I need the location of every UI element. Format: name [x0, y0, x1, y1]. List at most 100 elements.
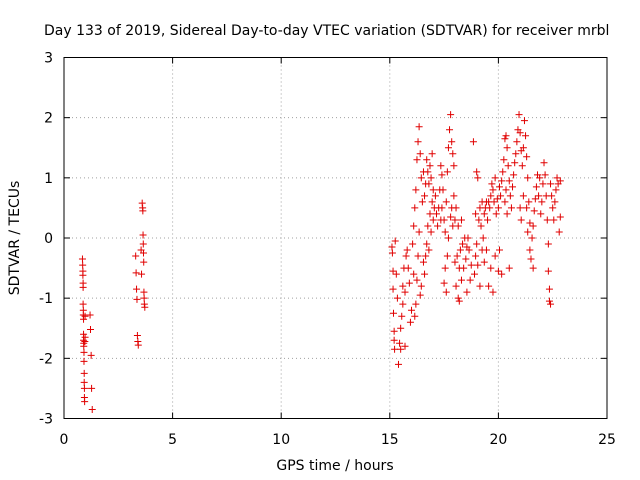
data-point — [524, 228, 532, 236]
x-tick-label: 5 — [168, 432, 177, 448]
data-point — [497, 192, 505, 200]
data-point — [552, 186, 560, 194]
data-point — [491, 252, 499, 260]
data-point — [79, 300, 87, 308]
data-point — [506, 192, 514, 200]
data-point — [428, 198, 436, 206]
data-point — [489, 186, 497, 194]
x-tick-labels: 0 5 10 15 20 25 — [60, 432, 616, 448]
x-axis-label: GPS time / hours — [276, 458, 393, 474]
data-point — [444, 144, 452, 152]
data-point — [479, 234, 487, 242]
chart-title: Day 133 of 2019, Sidereal Day-to-day VTE… — [44, 23, 609, 39]
data-point — [139, 231, 147, 239]
y-tick-label: 3 — [44, 51, 53, 67]
data-point — [399, 300, 407, 308]
data-point — [443, 252, 451, 260]
data-point — [429, 216, 437, 224]
data-point — [473, 168, 481, 176]
data-point — [416, 291, 424, 299]
data-point — [81, 398, 89, 406]
data-point — [504, 162, 512, 170]
plot-frame — [63, 57, 608, 419]
data-point — [80, 357, 88, 365]
data-point — [390, 327, 398, 335]
data-point — [473, 240, 481, 248]
data-point — [134, 341, 142, 349]
data-point — [545, 285, 553, 293]
data-point — [511, 159, 519, 167]
data-point — [418, 198, 426, 206]
y-axis-label: SDTVAR / TECUs — [7, 181, 23, 296]
data-point — [471, 270, 479, 278]
data-point — [429, 186, 437, 194]
data-point — [487, 264, 495, 272]
data-point — [81, 333, 89, 341]
data-point — [527, 255, 535, 263]
data-point — [493, 195, 501, 203]
data-point — [393, 294, 401, 302]
data-point — [528, 234, 536, 242]
data-point — [540, 159, 548, 167]
data-point — [531, 195, 539, 203]
data-point — [516, 204, 524, 212]
data-point — [454, 222, 462, 230]
data-point — [411, 204, 419, 212]
data-point — [448, 138, 456, 146]
data-point — [545, 297, 553, 305]
data-point — [553, 174, 561, 182]
data-point — [80, 330, 88, 338]
data-point — [530, 207, 538, 215]
data-point — [450, 162, 458, 170]
data-point — [389, 285, 397, 293]
data-point — [431, 192, 439, 200]
y-tick-label: 2 — [44, 111, 53, 127]
data-point — [486, 204, 494, 212]
y-tick-label: 0 — [44, 231, 53, 247]
data-point — [494, 204, 502, 212]
data-point — [462, 255, 470, 263]
data-point — [439, 186, 447, 194]
data-point — [499, 168, 507, 176]
data-point — [404, 264, 412, 272]
data-point — [490, 198, 498, 206]
data-point — [399, 282, 407, 290]
data-point — [397, 345, 405, 353]
data-point — [491, 174, 499, 182]
data-point — [426, 210, 434, 218]
data-point — [398, 312, 406, 320]
data-point — [459, 240, 467, 248]
data-point — [451, 216, 459, 224]
data-point — [423, 240, 431, 248]
data-point — [535, 192, 543, 200]
data-point — [396, 339, 404, 347]
data-point — [88, 405, 96, 413]
data-point — [456, 246, 464, 254]
data-point — [444, 234, 452, 242]
data-point — [485, 282, 493, 290]
data-point — [437, 162, 445, 170]
axis-ticks — [63, 57, 608, 419]
data-point — [453, 252, 461, 260]
data-point — [474, 261, 482, 269]
data-point — [415, 228, 423, 236]
data-point — [544, 267, 552, 275]
data-point — [428, 150, 436, 158]
data-point — [512, 150, 520, 158]
data-point — [526, 219, 534, 227]
data-point — [522, 132, 530, 140]
data-point — [140, 258, 148, 266]
data-point — [409, 240, 417, 248]
data-point — [469, 138, 477, 146]
data-point — [427, 174, 435, 182]
data-point — [447, 213, 455, 221]
data-point — [457, 276, 465, 284]
y-tick-label: -1 — [39, 291, 53, 307]
data-point — [425, 180, 433, 188]
data-point — [482, 246, 490, 254]
data-point — [451, 258, 459, 266]
data-point — [489, 288, 497, 296]
x-tick-label: 15 — [381, 432, 399, 448]
data-point — [139, 240, 147, 248]
data-point — [88, 384, 96, 392]
